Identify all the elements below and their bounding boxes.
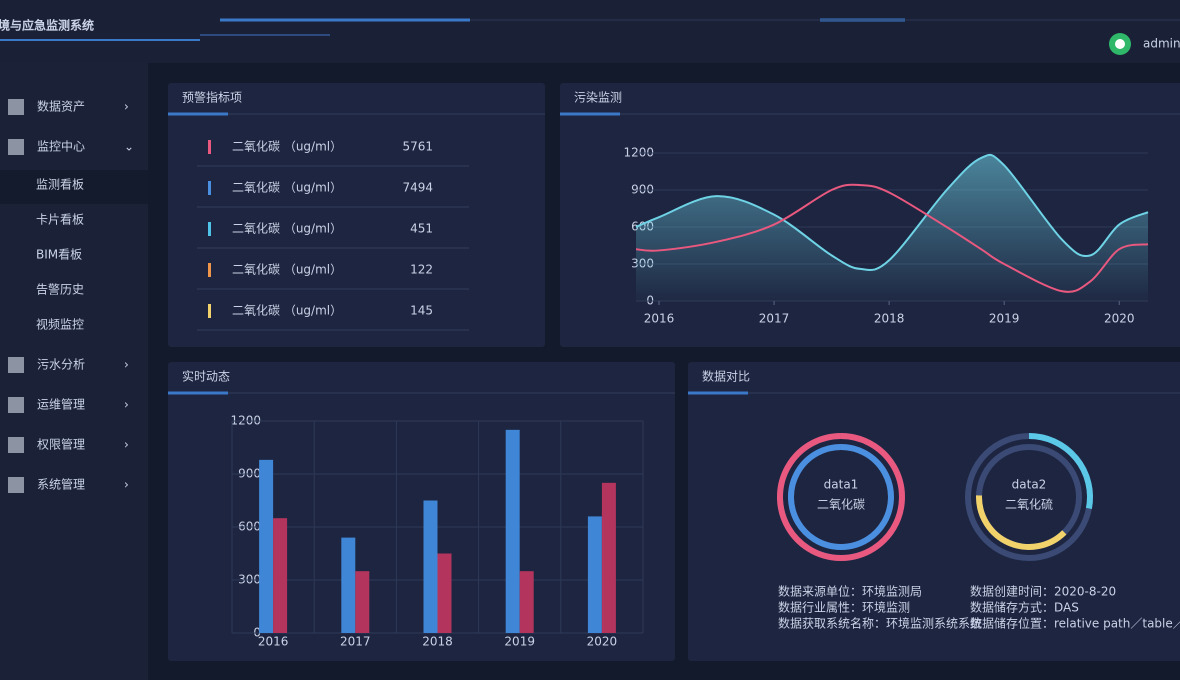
alert-marker <box>208 181 211 195</box>
menu-arrow: › <box>124 478 129 492</box>
menu-icon[interactable] <box>8 477 24 493</box>
panel-title: 污染监测 <box>574 90 622 105</box>
avatar-icon <box>1115 39 1125 49</box>
alert-marker <box>208 304 211 318</box>
app-title: 环境与应急监测系统 <box>0 18 94 33</box>
x-tick-label: 2020 <box>1104 312 1135 326</box>
menu-arrow: › <box>124 398 129 412</box>
alert-label: 二氧化碳 （ug/ml） <box>232 181 342 195</box>
panel <box>688 362 1180 661</box>
ring-arc <box>777 433 905 561</box>
bar <box>341 537 356 633</box>
panel-title: 数据对比 <box>702 369 750 384</box>
x-tick-label: 2016 <box>258 635 289 649</box>
info-text: 数据行业属性：环境监测 <box>778 600 910 615</box>
panel-title: 预警指标项 <box>182 90 242 105</box>
line <box>635 153 1149 272</box>
alert-value: 122 <box>410 263 433 277</box>
submenu-item[interactable]: BIM看板 <box>36 248 82 262</box>
alert-marker <box>208 222 211 236</box>
alert-marker <box>208 263 211 277</box>
menu-arrow: › <box>124 358 129 372</box>
info-text: 数据来源单位：环境监测局 <box>778 584 922 599</box>
user-name[interactable]: admin <box>1143 37 1180 51</box>
panel-title: 实时动态 <box>182 369 230 384</box>
header <box>0 0 1180 63</box>
ring-label: 二氧化硫 <box>1005 497 1053 512</box>
line <box>635 183 1149 293</box>
bar <box>355 571 370 633</box>
alert-label: 二氧化碳 （ug/ml） <box>232 222 342 236</box>
x-tick-label: 2018 <box>422 635 453 649</box>
panel <box>168 83 545 347</box>
bar <box>505 429 520 633</box>
info-text: 数据获取系统名称：环境监测系统系统 <box>778 616 982 631</box>
menu-icon[interactable] <box>8 139 24 155</box>
x-tick-label: 2016 <box>644 312 675 326</box>
menu-icon[interactable] <box>8 99 24 115</box>
x-tick-label: 2019 <box>989 312 1020 326</box>
menu-arrow: ⌄ <box>124 140 134 154</box>
ring-label: 二氧化碳 <box>817 498 865 512</box>
bar <box>423 500 438 633</box>
x-tick-label: 2017 <box>759 312 790 326</box>
x-tick-label: 2017 <box>340 635 371 649</box>
bar <box>519 571 534 633</box>
ring-arc <box>976 495 1067 550</box>
menu-arrow: › <box>124 100 129 114</box>
menu-item[interactable]: 权限管理 <box>37 437 85 452</box>
submenu-item[interactable]: 监测看板 <box>36 178 84 192</box>
alert-value: 5761 <box>402 140 433 154</box>
alert-value: 7494 <box>402 181 433 195</box>
menu-item[interactable]: 数据资产 <box>37 99 85 114</box>
bar <box>273 518 288 633</box>
ring-arc <box>788 444 894 550</box>
info-text: 数据储存位置：relative path／table／data <box>970 616 1180 631</box>
x-tick-label: 2020 <box>587 635 618 649</box>
header-decor <box>0 18 1180 41</box>
menu-item[interactable]: 运维管理 <box>37 397 85 412</box>
submenu-item[interactable]: 视频监控 <box>36 317 84 332</box>
alert-label: 二氧化碳 （ug/ml） <box>232 304 342 318</box>
area <box>636 154 1148 301</box>
x-tick-label: 2018 <box>874 312 905 326</box>
bar <box>437 553 452 633</box>
menu-icon[interactable] <box>8 357 24 373</box>
bar <box>259 459 274 633</box>
alert-value: 145 <box>410 304 433 318</box>
alert-value: 451 <box>410 222 433 236</box>
bar <box>587 516 602 633</box>
ring-name: data1 <box>824 478 859 492</box>
panel <box>168 362 675 661</box>
alert-label: 二氧化碳 （ug/ml） <box>232 140 342 154</box>
x-tick-label: 2019 <box>504 635 535 649</box>
ring-name: data2 <box>1012 478 1047 492</box>
menu-icon[interactable] <box>8 437 24 453</box>
menu-icon[interactable] <box>8 397 24 413</box>
alert-marker <box>208 140 211 154</box>
info-text: 数据储存方式：DAS <box>970 600 1079 615</box>
submenu-item[interactable]: 告警历史 <box>36 282 84 297</box>
menu-active-bg <box>0 170 148 204</box>
bar <box>601 482 616 633</box>
submenu-item[interactable]: 卡片看板 <box>36 213 84 227</box>
alert-label: 二氧化碳 （ug/ml） <box>232 263 342 277</box>
info-text: 数据创建时间：2020-8-20 <box>970 584 1116 599</box>
ring-arc <box>1028 433 1093 509</box>
menu-item[interactable]: 监控中心 <box>37 139 85 154</box>
menu-item[interactable]: 污水分析 <box>37 358 85 372</box>
menu-item[interactable]: 系统管理 <box>37 477 85 492</box>
sidebar <box>0 63 148 680</box>
menu-arrow: › <box>124 438 129 452</box>
